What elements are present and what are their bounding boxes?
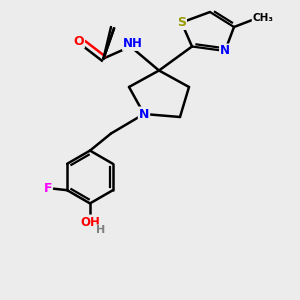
Text: N: N [220, 44, 230, 58]
Text: N: N [139, 107, 149, 121]
Text: CH₃: CH₃ [253, 13, 274, 23]
Text: S: S [177, 16, 186, 29]
Text: NH: NH [123, 37, 143, 50]
Text: OH: OH [80, 215, 100, 229]
Text: O: O [73, 34, 84, 48]
Text: F: F [44, 182, 52, 195]
Text: H: H [96, 225, 105, 236]
